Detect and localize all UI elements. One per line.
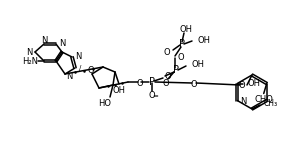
Text: O: O [178,52,185,61]
Text: P: P [173,65,179,75]
Text: N: N [59,39,65,47]
Text: O: O [137,78,143,87]
Text: OH: OH [180,25,193,34]
Text: O: O [149,91,155,100]
Text: H₂N: H₂N [22,56,38,66]
Text: O: O [163,47,170,56]
Text: OH: OH [113,86,126,95]
Text: N: N [66,71,72,81]
Text: CH₃: CH₃ [264,98,278,107]
Text: P: P [149,77,155,87]
Text: =: = [152,93,158,99]
Text: N: N [240,97,247,106]
Text: CHO: CHO [254,95,273,104]
Text: O: O [191,80,197,88]
Text: O: O [88,66,94,75]
Text: /: / [79,65,81,71]
Text: N: N [41,35,47,45]
Text: N: N [26,47,32,56]
Text: OH: OH [192,60,205,69]
Text: O: O [163,78,169,87]
Text: OH: OH [198,35,211,45]
Text: OH: OH [247,79,260,88]
Text: O: O [165,71,172,81]
Text: HO: HO [99,98,111,107]
Text: N: N [75,51,81,61]
Text: O: O [239,81,245,90]
Text: P: P [179,39,185,49]
